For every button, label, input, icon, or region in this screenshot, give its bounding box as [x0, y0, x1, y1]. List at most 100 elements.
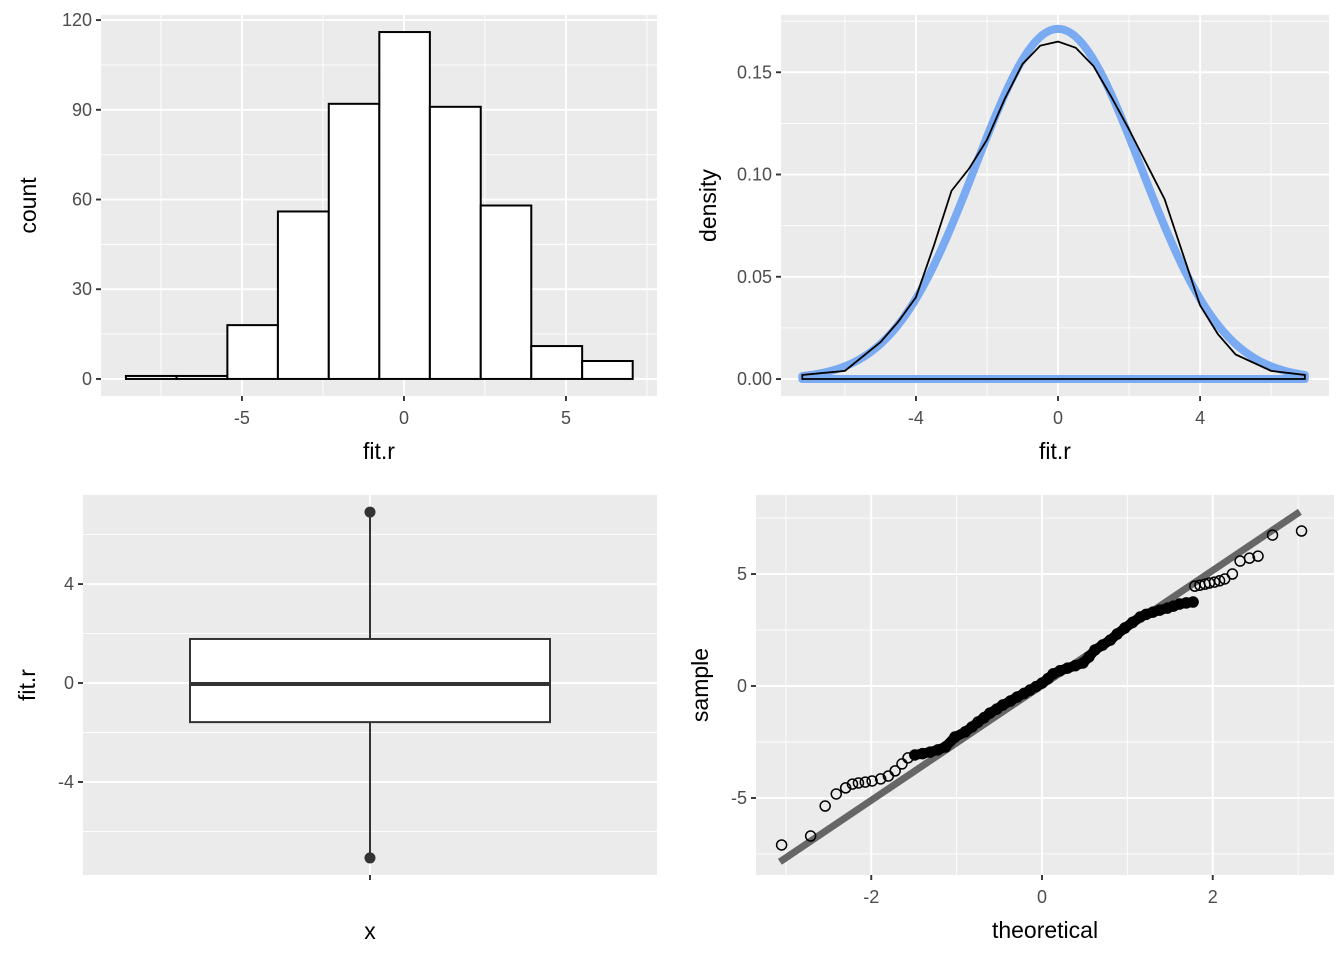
y-tick-label: 5	[737, 564, 747, 584]
qq-point	[909, 749, 921, 761]
qq-point	[1047, 668, 1059, 680]
panel-2: -4 0 4 0.00 0.05 0.10 0.15 fit.r density	[695, 15, 1329, 464]
histogram-bar	[226, 324, 279, 380]
histogram-bar	[276, 210, 330, 380]
qq-point	[1243, 552, 1256, 564]
x-tick-label: 0	[399, 408, 409, 428]
histogram-bar	[530, 345, 584, 380]
qq-point	[1173, 598, 1186, 610]
qq-point	[775, 839, 788, 851]
x-tick-label: -4	[908, 408, 924, 428]
qq-point	[924, 746, 936, 758]
qq-point	[902, 752, 914, 764]
qq-point	[1226, 568, 1239, 580]
x-axis-title: theoretical	[992, 917, 1098, 943]
x-tick-label: 0	[1037, 887, 1047, 907]
qq-point	[1208, 576, 1221, 588]
qq-point	[1213, 575, 1226, 587]
qq-point	[852, 777, 865, 789]
qq-point	[932, 744, 944, 756]
qq-point	[1011, 691, 1024, 703]
qq-point	[916, 747, 929, 760]
y-tick-label: 0	[64, 673, 74, 693]
panel-3: -4 0 4 x fit.r	[14, 495, 657, 944]
y-tick-label: 120	[62, 10, 92, 30]
kernel-density-curve	[801, 40, 1306, 380]
qq-point	[1069, 659, 1082, 672]
x-tick-label: -2	[863, 887, 879, 907]
qq-point	[991, 703, 1003, 715]
qq-point	[1252, 550, 1264, 562]
qq-point	[1030, 680, 1042, 693]
y-tick-label: 90	[72, 100, 92, 120]
qq-point	[1083, 651, 1095, 663]
qq-point	[1295, 525, 1308, 537]
y-tick-label: 0	[82, 369, 92, 389]
qq-point	[874, 773, 887, 785]
qq-point	[1161, 602, 1174, 614]
histogram-bar	[124, 374, 178, 380]
qq-point	[1018, 687, 1030, 700]
outlier-point	[364, 506, 376, 518]
x-axis-title: fit.r	[363, 438, 395, 464]
y-axis-title: count	[15, 177, 41, 234]
y-tick-label: 0.15	[737, 62, 772, 82]
x-tick-label: -5	[234, 408, 250, 428]
y-tick-label: 0	[737, 676, 747, 696]
qq-point	[866, 775, 878, 787]
histogram-bar	[428, 105, 482, 380]
histogram-bar	[175, 374, 229, 380]
y-tick-label: 0.10	[737, 165, 772, 185]
qq-point	[830, 788, 843, 800]
normal-density-curve	[798, 24, 1309, 384]
x-tick-label: 4	[1195, 408, 1205, 428]
histogram-bar	[479, 204, 533, 380]
qq-point	[846, 778, 859, 790]
x-axis-title: x	[364, 918, 376, 944]
x-tick-label: 2	[1208, 887, 1218, 907]
qq-point	[1061, 662, 1074, 674]
y-tick-label: 60	[72, 190, 92, 210]
outlier-point	[364, 852, 376, 864]
x-tick-label: 5	[561, 408, 571, 428]
y-tick-label: 30	[72, 279, 92, 299]
qq-point	[1104, 634, 1117, 646]
x-tick-label: 0	[1053, 408, 1063, 428]
qq-point	[1147, 606, 1159, 618]
qq-point	[859, 776, 872, 788]
qq-point	[1154, 604, 1166, 616]
qq-point	[1054, 665, 1066, 677]
y-tick-label: 4	[64, 574, 74, 594]
y-axis-title: sample	[687, 648, 713, 722]
qq-point	[896, 758, 908, 770]
y-tick-label: 0.05	[737, 267, 772, 287]
y-tick-label: -4	[58, 772, 74, 792]
qq-point	[1134, 611, 1146, 623]
qq-point	[804, 830, 817, 842]
qq-point	[1140, 608, 1152, 621]
qq-point	[1180, 597, 1193, 609]
qq-point	[1024, 684, 1036, 696]
qq-point	[839, 782, 852, 794]
y-axis-title: fit.r	[14, 669, 40, 701]
x-axis-title: fit.r	[1039, 438, 1071, 464]
qq-point	[949, 731, 961, 743]
qq-point	[1111, 628, 1123, 640]
qq-point	[939, 741, 952, 753]
qq-point	[1077, 657, 1089, 669]
y-tick-label: 0.00	[737, 369, 772, 389]
box	[189, 637, 551, 724]
y-axis-title: density	[695, 169, 721, 242]
qq-point	[1119, 622, 1131, 634]
y-tick-label: -5	[731, 788, 747, 808]
qq-point	[1126, 616, 1139, 629]
qq-point	[1187, 596, 1199, 608]
histogram-bar	[581, 360, 634, 380]
qq-point	[1167, 600, 1180, 612]
histogram-bar	[327, 102, 381, 380]
histogram-bar	[378, 31, 431, 380]
qq-point	[1266, 529, 1279, 541]
panel-background	[781, 15, 1329, 396]
qq-point	[819, 800, 831, 812]
